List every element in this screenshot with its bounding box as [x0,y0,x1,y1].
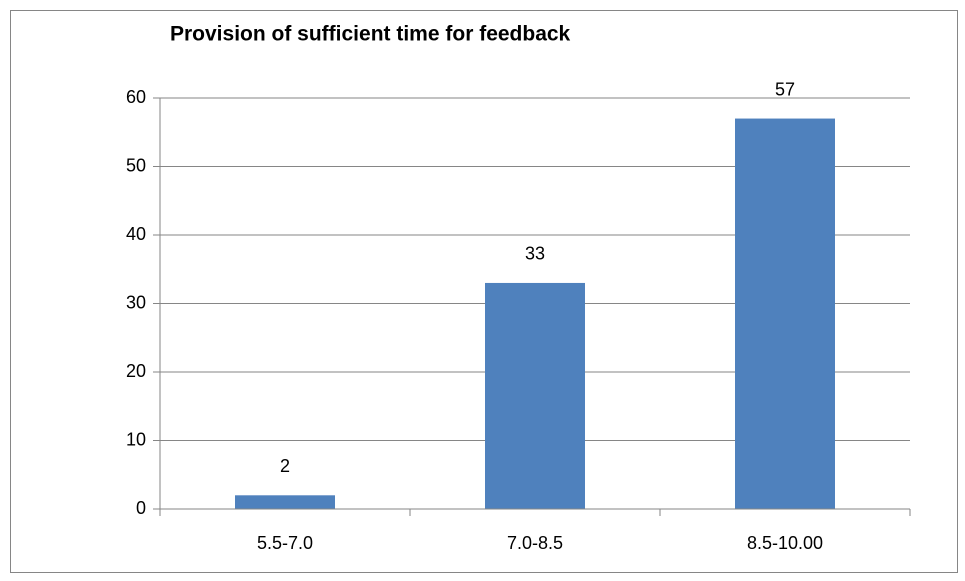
y-tick-label: 0 [136,498,146,518]
y-tick-label: 30 [126,292,146,312]
y-tick-label: 20 [126,361,146,381]
chart-title: Provision of sufficient time for feedbac… [170,23,571,46]
x-tick-label: 7.0-8.5 [507,533,563,553]
data-label: 33 [525,244,545,264]
y-tick-label: 10 [126,429,146,449]
bar [735,118,835,510]
y-tick-label: 50 [126,155,146,175]
x-tick-label: 8.5-10.00 [747,533,823,553]
bar [485,282,585,509]
bar [235,495,335,509]
y-tick-label: 60 [126,87,146,107]
data-label: 57 [775,79,795,99]
data-label: 2 [280,456,290,476]
x-tick-label: 5.5-7.0 [257,533,313,553]
y-tick-label: 40 [126,224,146,244]
